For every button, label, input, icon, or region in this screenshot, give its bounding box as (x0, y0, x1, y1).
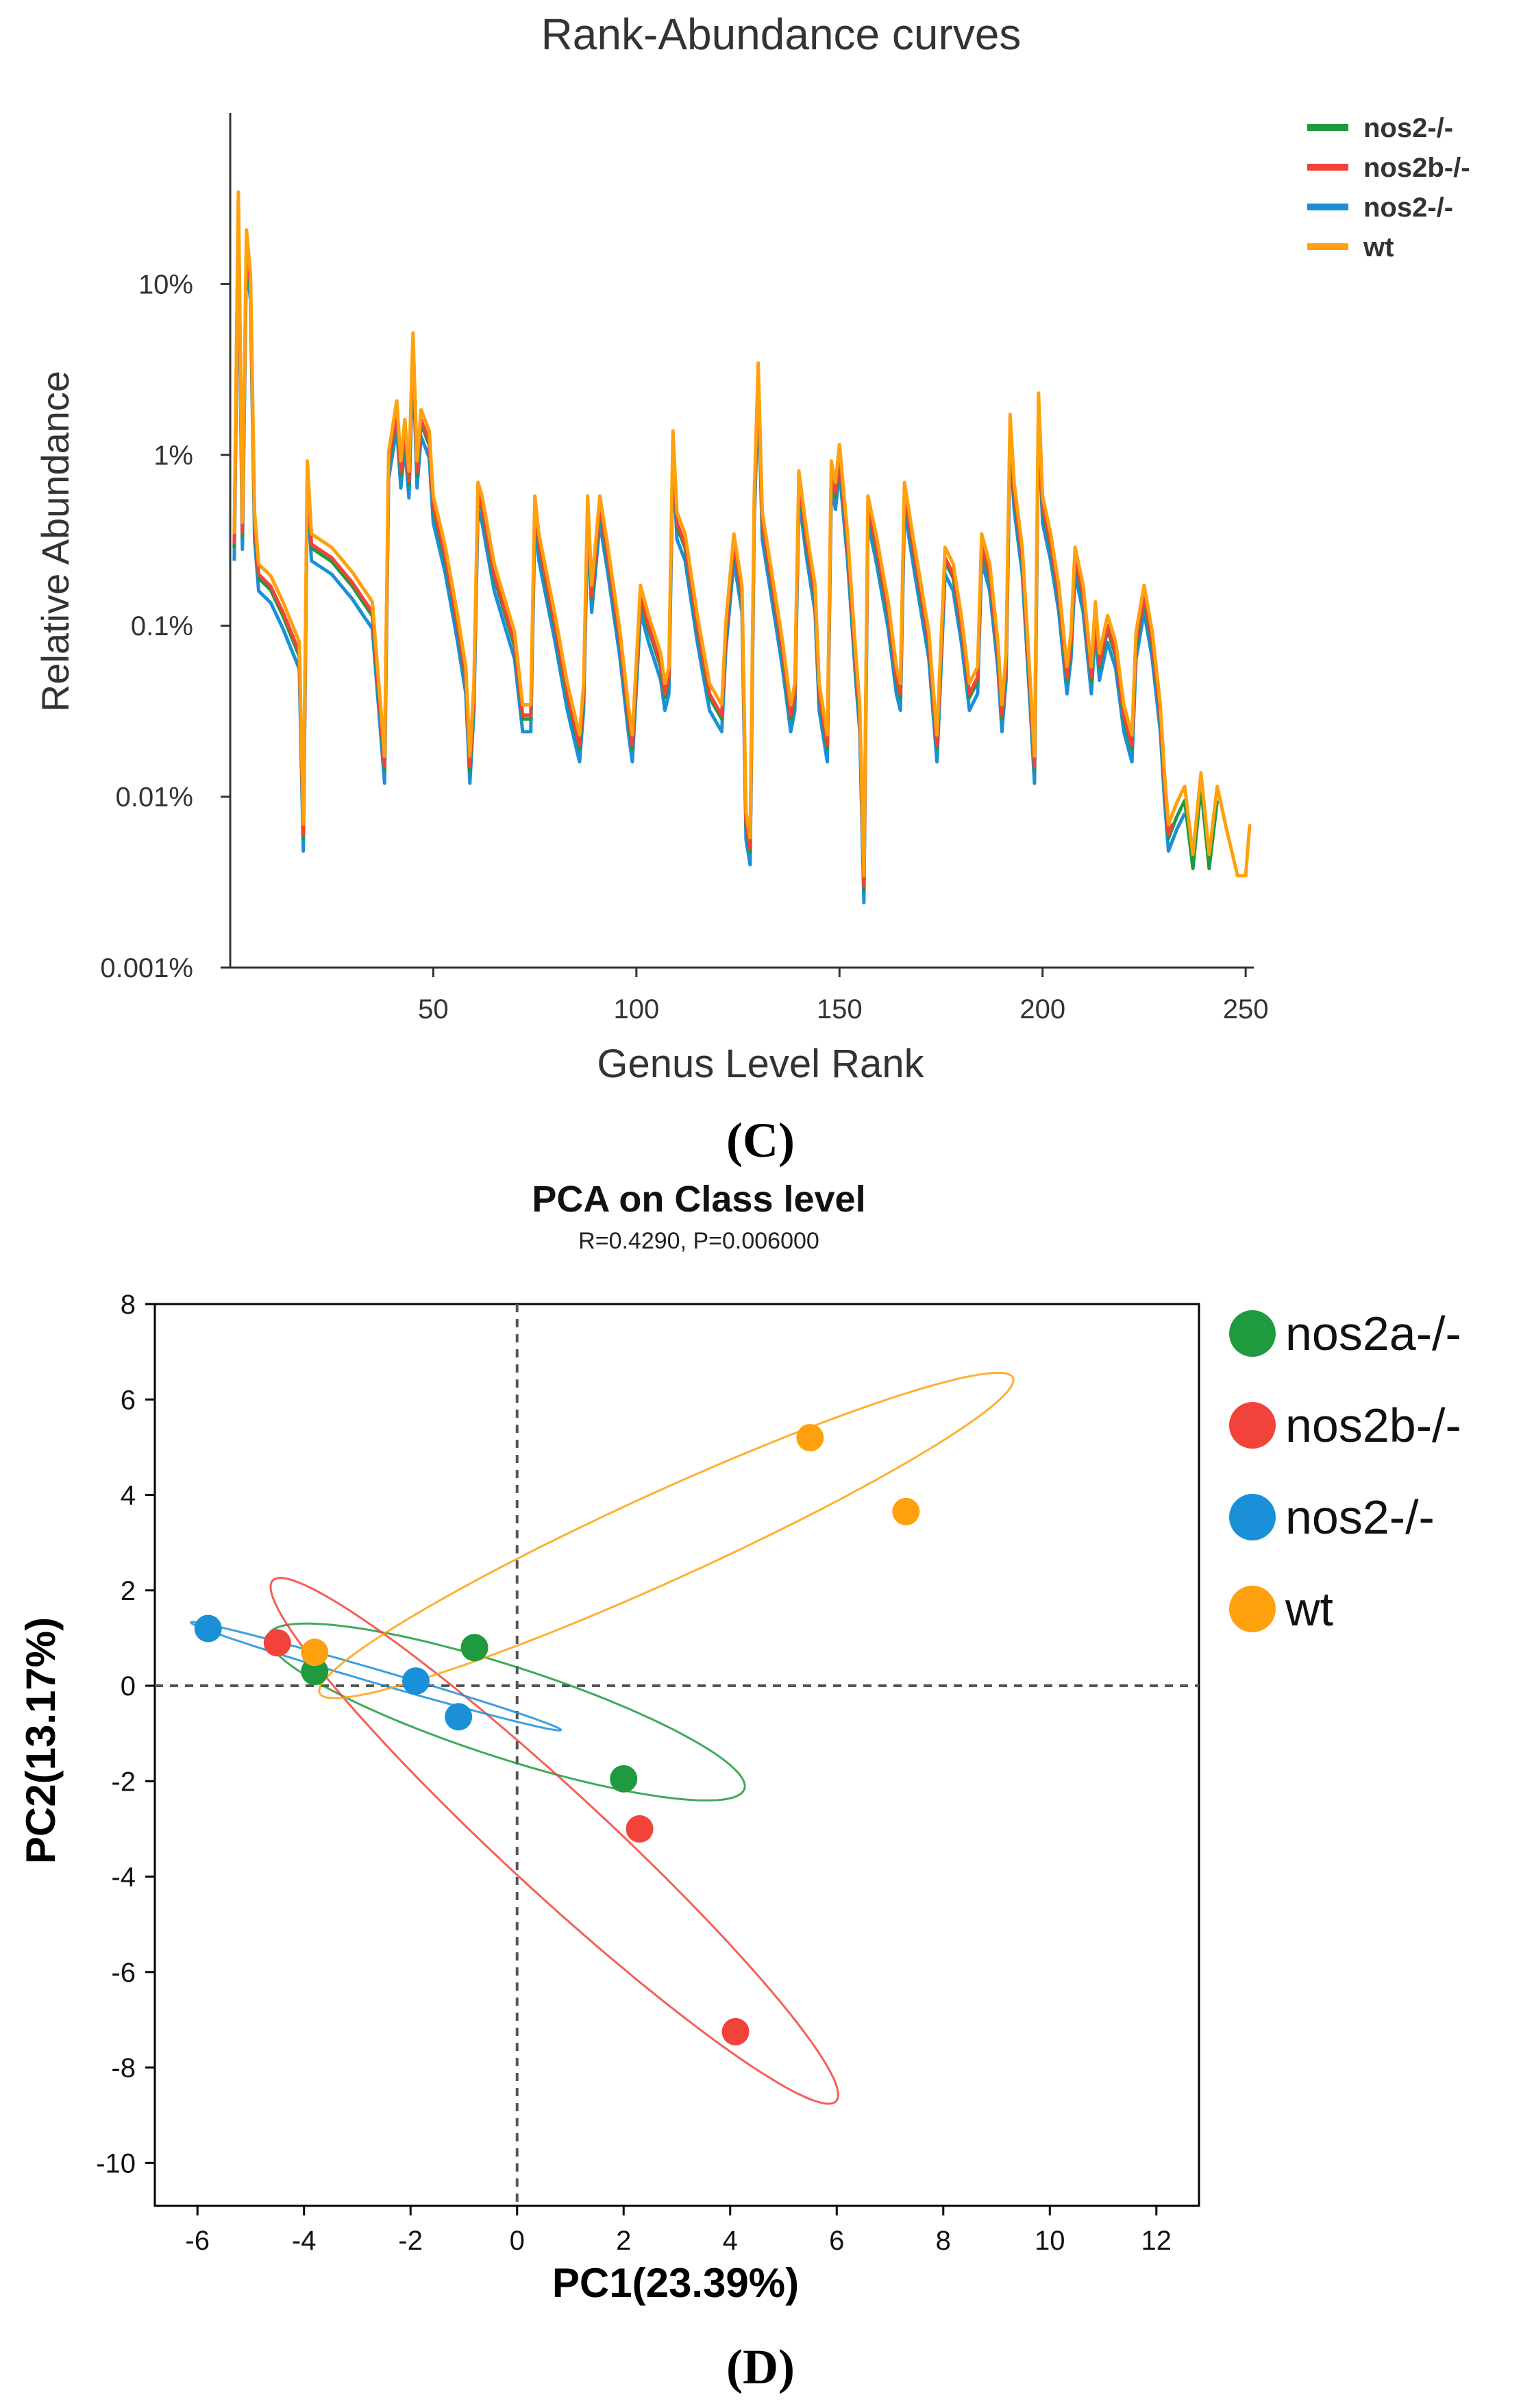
confidence-ellipses (190, 1371, 1015, 2105)
y-ticks: 10% 1% 0.1% 0.01% 0.001% (100, 269, 230, 983)
legend-marker (1229, 1310, 1276, 1357)
data-point (460, 1634, 489, 1662)
y-tick-label: -8 (111, 2053, 136, 2083)
data-point (402, 1667, 430, 1695)
x-tick-label: 50 (418, 994, 449, 1024)
x-tick-label: 10 (1035, 2226, 1065, 2256)
pca-title: PCA on Class level (532, 1179, 865, 1220)
data-points (194, 1423, 920, 2045)
pca-x-axis-label: PC1(23.39%) (552, 2260, 799, 2306)
y-ticks: 8 6 4 2 0 -2 -4 -6 -8 -10 (96, 1290, 155, 2178)
data-point (445, 1703, 473, 1731)
data-point (194, 1614, 222, 1643)
data-point (796, 1423, 824, 1451)
legend-label: wt (1285, 1582, 1333, 1636)
y-tick-label: 4 (121, 1481, 136, 1511)
series-line (232, 190, 1252, 878)
pca-chart: PCA on Class level R=0.4290, P=0.006000 … (18, 1179, 1461, 2394)
legend-label: wt (1363, 232, 1394, 262)
x-tick-label: 2 (616, 2226, 631, 2256)
x-tick-label: -4 (292, 2226, 317, 2256)
plot-frame (153, 1303, 1200, 2207)
reference-lines (155, 1304, 1199, 2206)
x-tick-label: 100 (613, 994, 659, 1024)
x-tick-label: 4 (723, 2226, 738, 2256)
legend-label: nos2a-/- (1285, 1307, 1461, 1360)
series-line (232, 217, 1187, 905)
series-lines (232, 190, 1252, 905)
y-tick-label: -6 (111, 1958, 136, 1988)
ellipse (269, 1577, 839, 2105)
y-tick-label: 10% (138, 269, 193, 299)
legend-marker (1229, 1586, 1276, 1632)
y-tick-label: 6 (121, 1385, 136, 1415)
data-point (301, 1658, 329, 1686)
x-tick-label: 250 (1223, 994, 1269, 1024)
y-tick-label: 2 (121, 1576, 136, 1606)
y-tick-label: -10 (96, 2148, 136, 2178)
panel-label-d: (D) (726, 2339, 795, 2394)
panel-label-c: (C) (726, 1113, 795, 1168)
data-point (301, 1638, 329, 1667)
y-tick-label: 0.001% (100, 953, 193, 983)
legend-label: nos2-/- (1363, 113, 1453, 143)
x-tick-label: -6 (185, 2226, 210, 2256)
ellipse (318, 1371, 1015, 1699)
x-tick-label: 8 (936, 2226, 951, 2256)
rank-abundance-chart: Rank-Abundance curves 10% 1% 0.1% 0.01% 0.00… (34, 10, 1470, 1168)
data-point (263, 1629, 291, 1657)
x-tick-label: 6 (829, 2226, 844, 2256)
x-tick-label: 150 (817, 994, 863, 1024)
x-ticks: 50 100 150 200 250 (418, 968, 1269, 1024)
y-axis-label: Relative Abundance (34, 371, 77, 712)
x-axis-label: Genus Level Rank (597, 1042, 924, 1086)
series-line (232, 200, 1174, 888)
series-line (232, 204, 1220, 892)
y-tick-label: -4 (111, 1863, 136, 1893)
chart-title: Rank-Abundance curves (541, 10, 1022, 59)
pca-subtitle: R=0.4290, P=0.006000 (578, 1228, 819, 1254)
data-point (626, 1815, 654, 1843)
data-point (892, 1497, 920, 1525)
legend-label: nos2-/- (1285, 1490, 1435, 1544)
legend-label: nos2-/- (1363, 193, 1453, 223)
legend-marker (1229, 1494, 1276, 1540)
y-tick-label: 8 (121, 1290, 136, 1320)
y-tick-label: 1% (153, 441, 193, 471)
data-point (721, 2017, 750, 2045)
legend-marker (1229, 1402, 1276, 1449)
x-tick-label: 12 (1141, 2226, 1172, 2256)
x-ticks: -6 -4 -2 0 2 4 6 8 10 12 (185, 2206, 1172, 2256)
y-tick-label: 0 (121, 1671, 136, 1701)
pca-legend: nos2a-/- nos2b-/- nos2-/- wt (1229, 1307, 1461, 1636)
x-tick-label: 200 (1019, 994, 1065, 1024)
x-tick-label: -2 (398, 2226, 423, 2256)
y-tick-label: 0.1% (131, 611, 193, 641)
y-tick-label: -2 (111, 1767, 136, 1797)
legend-label: nos2b-/- (1363, 153, 1470, 183)
legend: nos2-/- nos2b-/- nos2-/- wt (1307, 113, 1470, 262)
x-tick-label: 0 (510, 2226, 525, 2256)
legend-label: nos2b-/- (1285, 1399, 1461, 1452)
pca-y-axis-label: PC2(13.17%) (18, 1617, 64, 1864)
data-point (610, 1765, 638, 1793)
y-tick-label: 0.01% (116, 783, 193, 813)
